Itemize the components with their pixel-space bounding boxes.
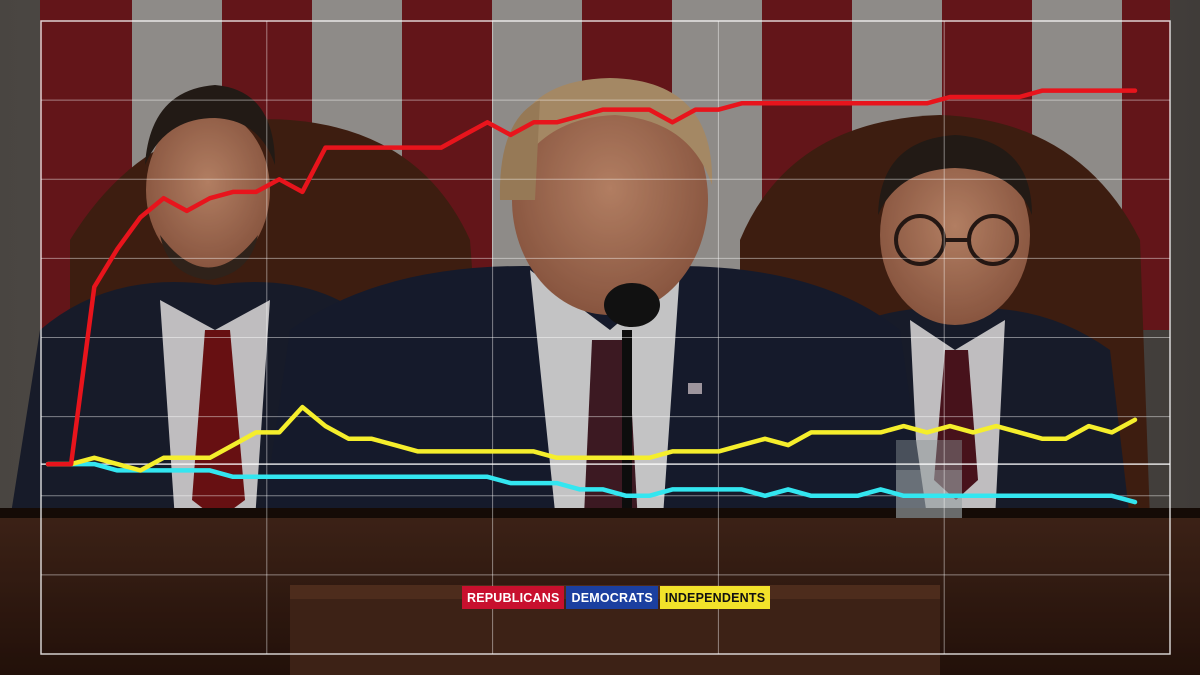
chart-frame: [40, 20, 1171, 655]
chart-grid: [41, 21, 1170, 654]
series-line-independents: [45, 404, 1138, 473]
legend-item-independents: INDEPENDENTS: [659, 586, 771, 609]
series-line-republicans: [45, 88, 1138, 467]
plot-border: [40, 20, 1171, 655]
legend-item-democrats: DEMOCRATS: [566, 586, 658, 609]
chart-series: [45, 88, 1138, 505]
series-line-democrats: [45, 461, 1138, 505]
legend-item-republicans: REPUBLICANS: [462, 586, 565, 609]
chart-legend: REPUBLICANS DEMOCRATS INDEPENDENTS: [462, 586, 771, 609]
